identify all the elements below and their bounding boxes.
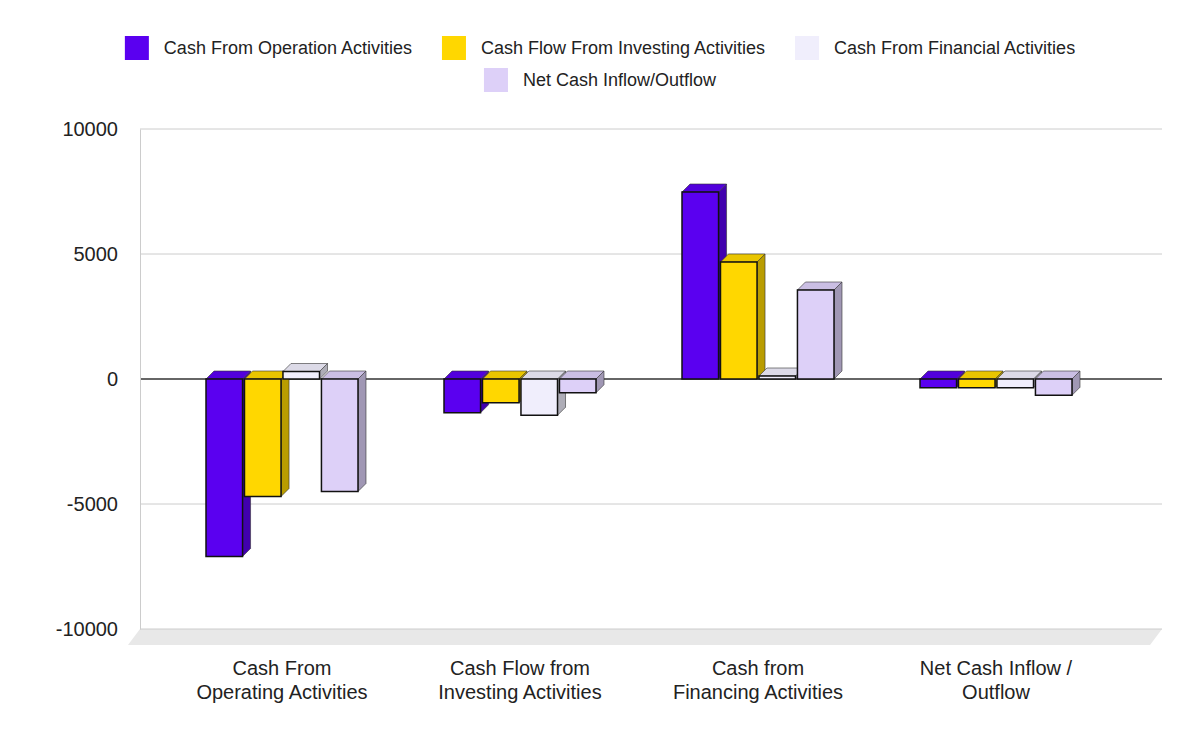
legend-item: Cash Flow From Investing Activities bbox=[442, 36, 765, 60]
bars bbox=[206, 184, 1080, 557]
y-tick-label: 10000 bbox=[62, 118, 118, 140]
bar bbox=[720, 262, 757, 379]
legend-label: Net Cash Inflow/Outflow bbox=[523, 70, 717, 90]
grid-line bbox=[140, 629, 1162, 630]
y-tick: 5000 bbox=[74, 243, 141, 265]
bar bbox=[206, 379, 243, 557]
legend-label: Cash From Financial Activities bbox=[834, 38, 1075, 58]
y-tick: -5000 bbox=[67, 493, 140, 515]
bar-top bbox=[797, 282, 842, 290]
y-axis: -10000 -5000 0 5000 10000 bbox=[56, 118, 141, 640]
y-axis-line bbox=[140, 130, 141, 630]
bar-top bbox=[444, 371, 489, 379]
bar bbox=[759, 376, 796, 379]
bar-side bbox=[834, 282, 842, 379]
bar-top bbox=[920, 371, 965, 379]
legend-swatch bbox=[795, 36, 819, 60]
bar bbox=[559, 379, 596, 393]
legend-item: Cash From Operation Activities bbox=[125, 36, 412, 60]
y-tick: -10000 bbox=[56, 618, 140, 640]
bar-top bbox=[720, 254, 765, 262]
bar-top bbox=[283, 364, 328, 372]
chart: -10000 -5000 0 5000 10000 Cash FromOperating … bbox=[0, 0, 1200, 742]
y-tick-label: 5000 bbox=[74, 243, 119, 265]
grid bbox=[140, 129, 1162, 629]
y-tick: 10000 bbox=[62, 118, 140, 140]
bar-top bbox=[958, 371, 1003, 379]
y-tick: 0 bbox=[107, 368, 140, 390]
bar-top bbox=[206, 371, 251, 379]
legend-swatch bbox=[442, 36, 466, 60]
bar-side bbox=[358, 371, 366, 492]
bar bbox=[244, 379, 281, 497]
grid-line bbox=[140, 504, 1162, 505]
grid-line bbox=[140, 129, 1162, 130]
legend-swatch bbox=[125, 36, 149, 60]
bar-top bbox=[559, 371, 604, 379]
bar bbox=[321, 379, 358, 492]
y-tick-label: 0 bbox=[107, 368, 118, 390]
bar bbox=[1035, 379, 1072, 395]
legend-swatch bbox=[484, 68, 508, 92]
floor bbox=[128, 629, 1162, 645]
legend: Cash From Operation Activities Cash Flow … bbox=[125, 36, 1075, 92]
legend-item: Net Cash Inflow/Outflow bbox=[484, 68, 717, 92]
bar-side bbox=[281, 371, 289, 497]
bar-top bbox=[482, 371, 527, 379]
x-axis: Cash FromOperating Activities Cash Flow f… bbox=[196, 657, 1072, 703]
bar-top bbox=[1035, 371, 1080, 379]
bar-top bbox=[682, 184, 727, 192]
bar bbox=[682, 192, 719, 379]
bar bbox=[283, 372, 320, 380]
bar-top bbox=[997, 371, 1042, 379]
bar bbox=[444, 379, 481, 413]
x-tick-label: Cash FromOperating Activities bbox=[196, 657, 367, 703]
legend-item: Cash From Financial Activities bbox=[795, 36, 1075, 60]
bar bbox=[482, 379, 519, 403]
legend-label: Cash Flow From Investing Activities bbox=[481, 38, 765, 58]
x-tick-label: Cash Flow fromInvesting Activities bbox=[438, 657, 601, 703]
bar-top bbox=[521, 371, 566, 379]
grid-line bbox=[140, 254, 1162, 255]
bar bbox=[797, 290, 834, 379]
bar bbox=[958, 379, 995, 388]
bar bbox=[920, 379, 957, 388]
y-tick-label: -5000 bbox=[67, 493, 118, 515]
x-tick-label: Net Cash Inflow /Outflow bbox=[920, 657, 1073, 703]
x-tick-label: Cash fromFinancing Activities bbox=[673, 657, 843, 703]
bar-side bbox=[757, 254, 765, 379]
legend-label: Cash From Operation Activities bbox=[164, 38, 412, 58]
bar bbox=[997, 379, 1034, 388]
bar bbox=[521, 379, 558, 415]
bar-top bbox=[321, 371, 366, 379]
y-tick-label: -10000 bbox=[56, 618, 118, 640]
